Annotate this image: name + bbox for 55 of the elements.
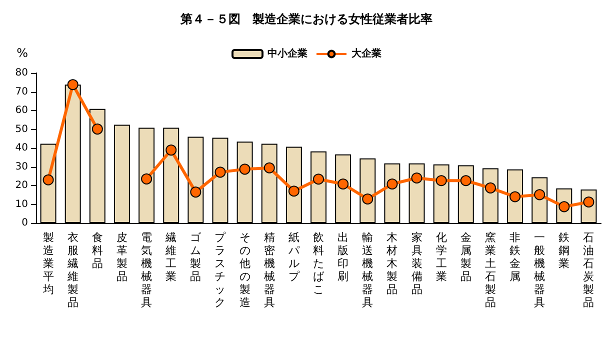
x-tick-label: その他の製造 bbox=[239, 231, 250, 309]
y-tick-label: 30 bbox=[15, 161, 28, 172]
x-tick-label: 紙パルプ bbox=[287, 231, 300, 283]
point bbox=[460, 175, 472, 186]
y-tick-label: 10 bbox=[15, 198, 28, 210]
point bbox=[436, 175, 447, 186]
x-tick-label: 精密機械器具 bbox=[264, 231, 275, 309]
x-tick-label: 非鉄金属 bbox=[510, 231, 521, 283]
point bbox=[239, 164, 250, 175]
point bbox=[92, 124, 103, 135]
point bbox=[338, 178, 349, 190]
point bbox=[166, 144, 177, 156]
y-tick-label: 20 bbox=[15, 180, 28, 191]
y-tick-label: 60 bbox=[15, 105, 28, 116]
point bbox=[214, 166, 226, 178]
x-tick-label: 飲料たばこ bbox=[313, 231, 325, 296]
legend-label: 大企業 bbox=[350, 48, 382, 60]
y-tick-label: 50 bbox=[15, 124, 28, 135]
x-tick-label: 繊維工業 bbox=[164, 231, 177, 283]
x-tick-label: 石油石炭製品 bbox=[583, 231, 594, 309]
point bbox=[190, 186, 202, 198]
x-tick-label: 出版印刷 bbox=[338, 231, 349, 283]
point bbox=[362, 194, 374, 204]
legend-label: 中小企業 bbox=[268, 48, 308, 60]
y-tick-label: 0 bbox=[22, 218, 28, 228]
x-tick-label: 家具装備品 bbox=[411, 231, 422, 296]
x-tick-label: 皮革製品 bbox=[116, 231, 128, 283]
point bbox=[484, 182, 496, 194]
chart-title: 第４－５図 製造企業における女性従業者比率 bbox=[180, 12, 432, 26]
point bbox=[42, 174, 54, 186]
x-tick-label: 製造業平均 bbox=[42, 231, 54, 296]
x-tick-label: 一般機械器具 bbox=[534, 231, 546, 309]
x-tick-label: 金属製品 bbox=[460, 231, 472, 283]
point bbox=[67, 79, 78, 90]
y-tick-label: 40 bbox=[15, 142, 28, 154]
x-tick-label: プラスチック bbox=[214, 231, 227, 309]
x-tick-label: 鉄鋼業 bbox=[558, 231, 570, 270]
x-tick-label: 窯業土石製品 bbox=[484, 231, 496, 309]
point bbox=[313, 174, 324, 185]
y-tick-label: 80 bbox=[15, 68, 28, 78]
x-tick-label: 化学工業 bbox=[436, 231, 447, 283]
x-tick-label: 電気機械器具 bbox=[141, 231, 152, 309]
x-tick-label: 食料品 bbox=[92, 231, 103, 270]
y-axis-title: % bbox=[16, 46, 28, 60]
point bbox=[386, 178, 398, 190]
y-tick-label: 70 bbox=[15, 86, 28, 98]
point bbox=[288, 186, 300, 197]
point bbox=[264, 162, 275, 174]
x-tick-label: 木材木製品 bbox=[386, 231, 398, 296]
point bbox=[411, 172, 422, 184]
point bbox=[141, 173, 152, 184]
point bbox=[510, 191, 521, 202]
x-tick-label: 輸送機械器具 bbox=[362, 231, 374, 309]
x-tick-label: ゴム製品 bbox=[190, 231, 202, 283]
x-tick-label: 衣服繊維製品 bbox=[66, 231, 78, 309]
